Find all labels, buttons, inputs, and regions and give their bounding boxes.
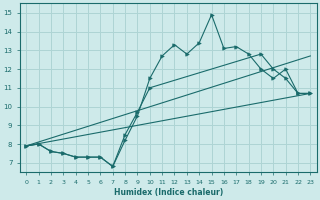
X-axis label: Humidex (Indice chaleur): Humidex (Indice chaleur) — [114, 188, 223, 197]
